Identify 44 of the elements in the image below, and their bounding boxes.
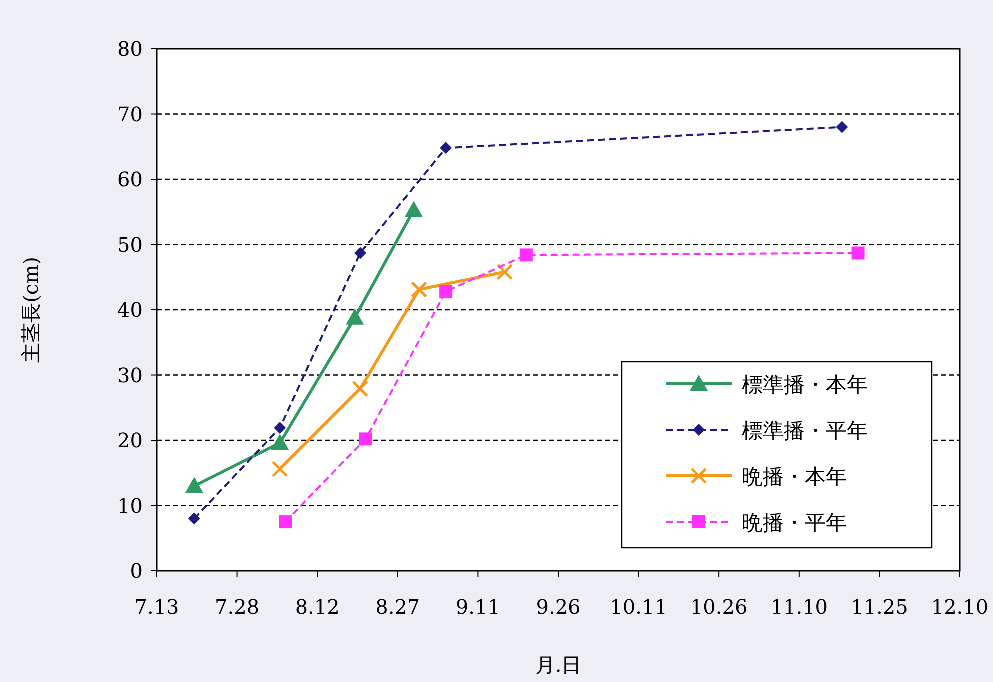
point [496, 264, 514, 280]
legend-label: 晩播・平年 [742, 511, 847, 535]
point [411, 282, 428, 298]
point [274, 422, 286, 434]
x-tick-label: 10.11 [610, 595, 668, 619]
x-tick-label: 11.25 [851, 595, 908, 619]
point [185, 477, 204, 494]
point [836, 121, 848, 134]
x-tick-label: 11.10 [770, 595, 828, 619]
x-tick-label: 8.27 [376, 595, 420, 619]
y-tick-label: 60 [118, 168, 143, 192]
y-tick-label: 80 [118, 37, 143, 61]
y-tick-label: 40 [118, 298, 143, 322]
x-tick-label: 12.10 [931, 595, 989, 619]
x-tick-label: 9.11 [456, 595, 500, 619]
x-tick-label: 8.12 [295, 595, 340, 619]
point [354, 247, 366, 260]
point [852, 246, 865, 260]
point [278, 516, 292, 529]
x-tick-label: 7.13 [134, 595, 180, 619]
point [352, 380, 369, 398]
point [271, 434, 290, 450]
x-tick-label: 10.26 [690, 595, 748, 619]
point [359, 432, 372, 446]
x-axis-title: 月.日 [535, 653, 582, 677]
point [272, 460, 288, 478]
point [520, 248, 533, 262]
point [346, 308, 364, 325]
legend-label: 晩播・本年 [742, 465, 847, 489]
x-tick-label: 7.28 [215, 595, 260, 619]
point [404, 201, 423, 218]
y-tick-label: 10 [118, 494, 143, 518]
y-tick-label: 30 [118, 363, 143, 388]
y-tick-label: 70 [118, 102, 143, 126]
y-tick-label: 0 [130, 559, 143, 583]
point [440, 285, 453, 298]
legend-label: 標準播・平年 [742, 419, 868, 443]
y-axis-title: 主茎長(cm) [19, 257, 43, 363]
point [440, 142, 452, 154]
legend-label: 標準播・本年 [742, 373, 868, 397]
point [188, 512, 200, 525]
y-tick-label: 20 [118, 428, 143, 452]
x-tick-label: 9.26 [536, 595, 581, 619]
y-tick-label: 50 [118, 232, 143, 257]
